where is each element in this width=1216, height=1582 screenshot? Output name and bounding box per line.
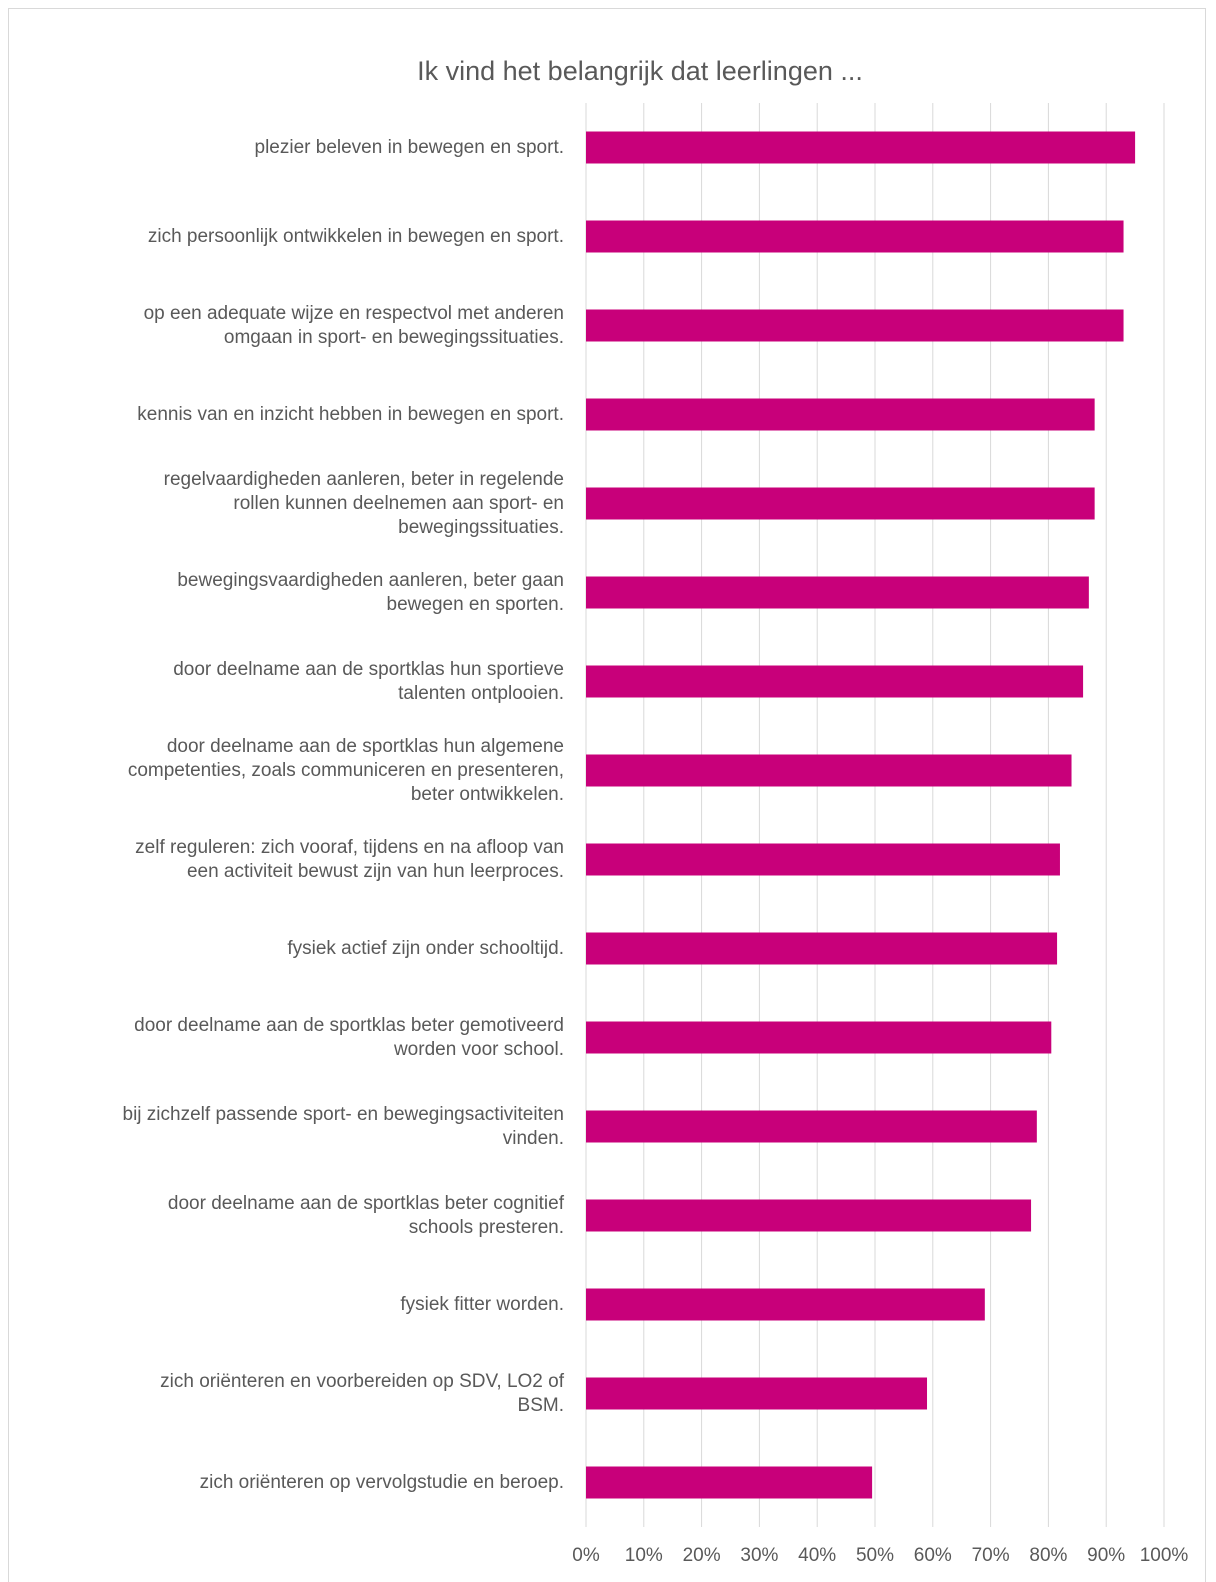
y-tick-label: door deelname aan de sportklas beter cog… <box>167 1192 564 1238</box>
x-tick-label: 70% <box>971 1545 1010 1566</box>
bar <box>586 1110 1037 1143</box>
y-tick-label: door deelname aan de sportklas hun algem… <box>127 735 564 805</box>
bar <box>586 220 1124 253</box>
bar <box>586 398 1095 431</box>
x-tick-label: 80% <box>1029 1545 1068 1566</box>
y-tick-label: zich persoonlijk ontwikkelen in bewegen … <box>147 225 564 247</box>
bar <box>586 131 1136 164</box>
x-tick-label: 50% <box>855 1545 895 1566</box>
bar <box>586 309 1124 342</box>
x-tick-label: 40% <box>798 1545 837 1566</box>
x-tick-label: 10% <box>624 1545 663 1566</box>
x-tick-label: 60% <box>913 1545 952 1566</box>
y-tick-label: fysiek fitter worden. <box>400 1293 564 1315</box>
x-tick-label: 100% <box>1139 1545 1189 1566</box>
y-tick-label: zich oriënteren op vervolgstudie en bero… <box>199 1471 564 1493</box>
y-tick-label: regelvaardigheden aanleren, beter in reg… <box>163 468 564 538</box>
bar <box>586 843 1060 876</box>
y-tick-label: door deelname aan de sportklas beter gem… <box>134 1014 564 1060</box>
y-tick-label: bij zichzelf passende sport- en beweging… <box>122 1103 564 1149</box>
bar <box>586 1377 928 1410</box>
x-tick-label: 0% <box>572 1545 600 1566</box>
bar <box>586 576 1089 609</box>
y-tick-label: zelf reguleren: zich vooraf, tijdens en … <box>135 836 564 882</box>
bar <box>586 665 1084 698</box>
bar <box>586 487 1095 520</box>
y-tick-label: door deelname aan de sportklas hun sport… <box>173 658 564 704</box>
y-tick-label: zich oriënteren en voorbereiden op SDV, … <box>160 1370 564 1416</box>
y-tick-label: fysiek actief zijn onder schooltijd. <box>287 937 564 959</box>
bar <box>586 754 1072 787</box>
chart-title: Ik vind het belangrijk dat leerlingen ..… <box>417 56 863 86</box>
chart-frame <box>8 8 1206 1582</box>
y-tick-label: plezier beleven in bewegen en sport. <box>254 136 564 158</box>
bar <box>586 1199 1032 1232</box>
bar <box>586 1466 873 1499</box>
bar <box>586 932 1058 965</box>
bar <box>586 1021 1052 1054</box>
x-tick-label: 20% <box>682 1545 721 1566</box>
bar <box>586 1288 985 1321</box>
y-tick-label: kennis van en inzicht hebben in bewegen … <box>137 403 564 425</box>
x-tick-label: 90% <box>1087 1545 1126 1566</box>
y-tick-label: bewegingsvaardigheden aanleren, beter ga… <box>177 569 564 615</box>
y-tick-label: op een adequate wijze en respectvol met … <box>143 302 564 348</box>
x-tick-label: 30% <box>740 1545 779 1566</box>
